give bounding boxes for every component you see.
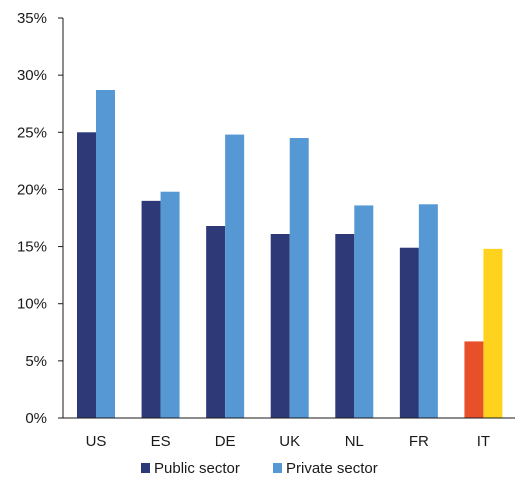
bar-us-public-sector <box>77 132 96 419</box>
y-tick-label-5: 5% <box>25 353 47 370</box>
legend-label-private-sector: Private sector <box>286 460 378 477</box>
x-axis-ticks: US ES DE UK NL FR IT <box>86 433 491 450</box>
legend: Public sector Private sector <box>141 460 378 477</box>
bar-de-private-sector <box>225 134 245 419</box>
y-tick-label-20: 20% <box>17 181 47 198</box>
y-axis-ticks: 0% 5% 10% 15% 20% 25% 30% 35% <box>17 10 63 427</box>
y-tick-label-0: 0% <box>25 410 47 427</box>
x-tick-label-fr: FR <box>409 433 429 450</box>
bar-nl-private-sector <box>354 205 374 418</box>
bar-fr-private-sector <box>418 204 438 418</box>
bar-it-public-sector <box>464 341 484 418</box>
x-tick-label-it: IT <box>477 433 490 450</box>
bar-fr-public-sector <box>399 247 419 418</box>
y-tick-label-35: 35% <box>17 10 47 27</box>
bar-es-public-sector <box>141 200 161 418</box>
legend-swatch-private-sector <box>273 463 282 473</box>
x-tick-label-uk: UK <box>279 433 300 450</box>
bar-it-private-sector <box>483 248 503 418</box>
bar-nl-public-sector <box>335 234 355 418</box>
bar-uk-public-sector <box>270 234 290 418</box>
bar-es-private-sector <box>160 191 180 418</box>
bar-de-public-sector <box>206 226 226 418</box>
y-tick-label-10: 10% <box>17 296 47 313</box>
bars-group <box>77 90 503 419</box>
x-tick-label-us: US <box>86 433 107 450</box>
x-tick-label-nl: NL <box>345 433 364 450</box>
legend-label-public-sector: Public sector <box>154 460 240 477</box>
bar-uk-private-sector <box>289 138 309 418</box>
legend-swatch-public-sector <box>141 463 150 473</box>
y-tick-label-25: 25% <box>17 124 47 141</box>
y-tick-label-15: 15% <box>17 239 47 256</box>
x-tick-label-de: DE <box>215 433 236 450</box>
x-tick-label-es: ES <box>151 433 171 450</box>
bar-us-private-sector <box>96 90 115 418</box>
y-tick-label-30: 30% <box>17 67 47 84</box>
